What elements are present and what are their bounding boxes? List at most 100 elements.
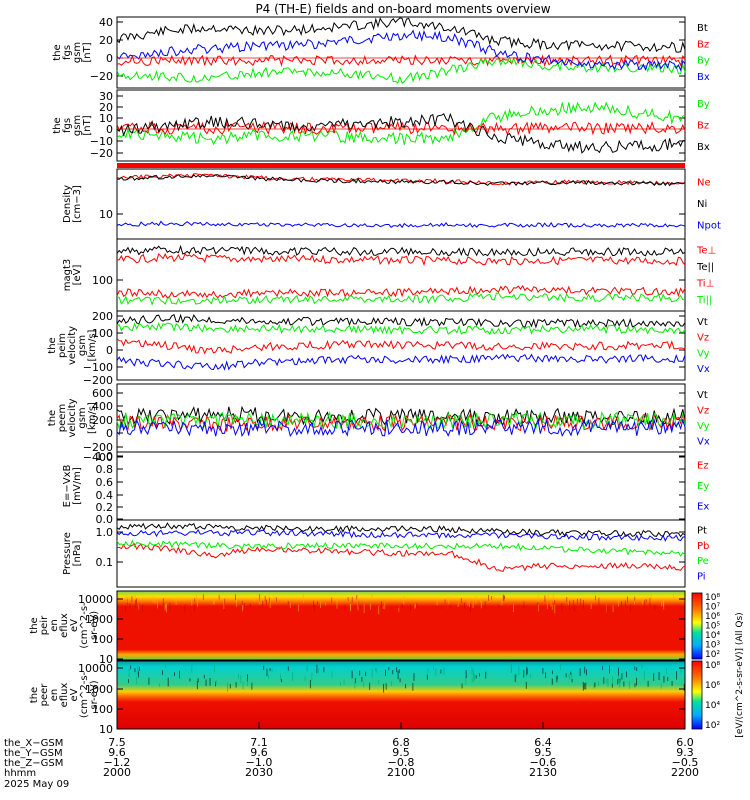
y-axis-label-line: [nT] [82,115,93,135]
y-tick-label: −20 [90,70,113,83]
y-tick-label: −400 [83,451,113,464]
bottom-axis-value: 2100 [387,766,415,779]
y-axis-label: Pressure [nPa] [62,532,83,575]
panel-frame [116,451,686,521]
y-axis-label-line: eV [69,619,80,632]
y-axis-label-line: en [49,689,60,702]
series-Ti⊥ [116,284,686,299]
y-tick-label: 100 [92,327,113,340]
panel-frame [116,16,686,89]
y-axis-label-line: [km/s] [87,402,98,434]
bottom-axis-value: 9.5 [534,746,552,759]
spectrogram-8 [117,591,685,660]
bottom-axis-value: 9.3 [676,746,694,759]
y-axis-label: the fgs gsm [nT] [52,42,93,63]
panel-frame [116,310,686,381]
series-Ni [116,173,686,187]
panel-frame [116,519,686,588]
series-Bx [116,112,686,154]
y-tick-label: 10 [99,208,113,221]
y-tick-label: 100 [92,703,113,716]
series-Npot [116,220,686,229]
bottom-axis-value: 6.4 [534,736,552,749]
panel-frame [116,590,686,661]
legend-label: Vz [697,405,709,416]
y-axis-label: the fgs gsm [nT] [52,115,93,136]
y-axis-label: the peer en eflux eV (cm^2-s-sr-eV) [29,671,100,718]
y-axis-label-line: the [29,687,40,703]
y-axis-label-line: peer [39,683,50,707]
legend-label: Vx [697,436,710,447]
y-axis-label-line: fgs [62,45,73,60]
y-axis-label-line: sr-eV) [89,680,100,709]
colorbar-electron [691,660,703,730]
series-Vz [116,338,686,355]
panel-efield: E=−VxB [mV/m] 1.00.80.60.40.20.0 Ez Ey Ex [62,450,709,526]
legend-label: Npot [697,220,721,231]
y-tick-label: −200 [83,441,113,454]
y-axis-label: Density [cm−3] [62,185,83,223]
y-tick-label: 0 [106,427,113,440]
y-axis-label: the peem velocity gsm [km/s] [47,398,98,437]
y-axis-label-line: Pressure [62,532,73,575]
series-Vx [116,353,686,371]
legend-label: Pi [697,571,706,582]
y-axis-label-line: en [49,619,60,632]
y-axis-label-line: eflux [59,613,70,638]
legend-label: Bt [697,23,708,34]
y-axis-label-line: velocity [67,326,78,365]
bottom-row-label: the_Y−GSM [4,748,63,759]
legend-label: Bx [697,142,710,153]
bottom-axis-value: 9.5 [392,746,410,759]
y-tick-label: 1000 [85,613,113,626]
y-tick-label: 20 [99,101,113,114]
y-tick-label: −20 [90,147,113,160]
y-axis-label-line: peir [39,615,50,635]
bottom-axis-value: 7.5 [108,736,126,749]
y-tick-label: 0.4 [96,489,114,502]
y-tick-label: 0.6 [96,476,114,489]
y-axis-label-line: [km/s] [87,329,98,361]
y-axis-label-line: eV [69,688,80,701]
panel-temperature: magt3 [eV] 100 Te⊥ Te|| Ti⊥ Ti|| [62,238,716,312]
legend-label: Ey [697,481,709,492]
colorbar-tick: 10⁷ [705,603,720,613]
panel-fgs-gsm: the fgs gsm [nT] 40 20 0 −20 Bt Bz By Bx [52,16,710,89]
legend-label: Ez [697,460,709,471]
y-tick-label: −10 [90,135,113,148]
y-tick-label: 0 [106,344,113,357]
y-axis-label-line: magt3 [62,259,73,292]
bottom-axis-value: −1.0 [246,756,273,769]
series-Pe [116,539,686,557]
panel-ion-spectrogram: the peir en eflux eV (cm^2-s-sr-eV)1000010001… [29,590,686,666]
series-By [116,55,686,84]
spectrogram-9 [117,661,685,729]
legend-label: Bz [697,121,709,132]
colorbar-tick: 10⁴ [705,701,720,711]
y-tick-label: 10 [99,653,113,666]
series-Pi [116,528,686,542]
y-tick-label: 1.0 [96,450,114,463]
y-tick-label: 400 [92,400,113,413]
series-Bz [116,54,686,68]
series-Bz [116,120,686,136]
colorbar-tick: 10² [705,650,720,660]
y-tick-label: 1.0 [96,526,114,539]
y-axis-label-line: peim [57,333,68,358]
y-axis-label-line: [nT] [82,42,93,62]
bottom-axis-value: 9.6 [250,746,268,759]
plot-title: P4 (TH-E) fields and on-board moments ov… [255,2,550,16]
series-Bt [116,17,686,53]
legend-label: By [697,56,710,67]
y-axis-label-line: (cm^2-s- [79,602,90,649]
y-axis-label-line: fgs [62,118,73,133]
bottom-axis-value: −1.2 [104,756,131,769]
y-axis-label-line: E=−VxB [62,465,73,508]
series-Vy [116,411,686,431]
y-axis-label-line: velocity [67,398,78,437]
